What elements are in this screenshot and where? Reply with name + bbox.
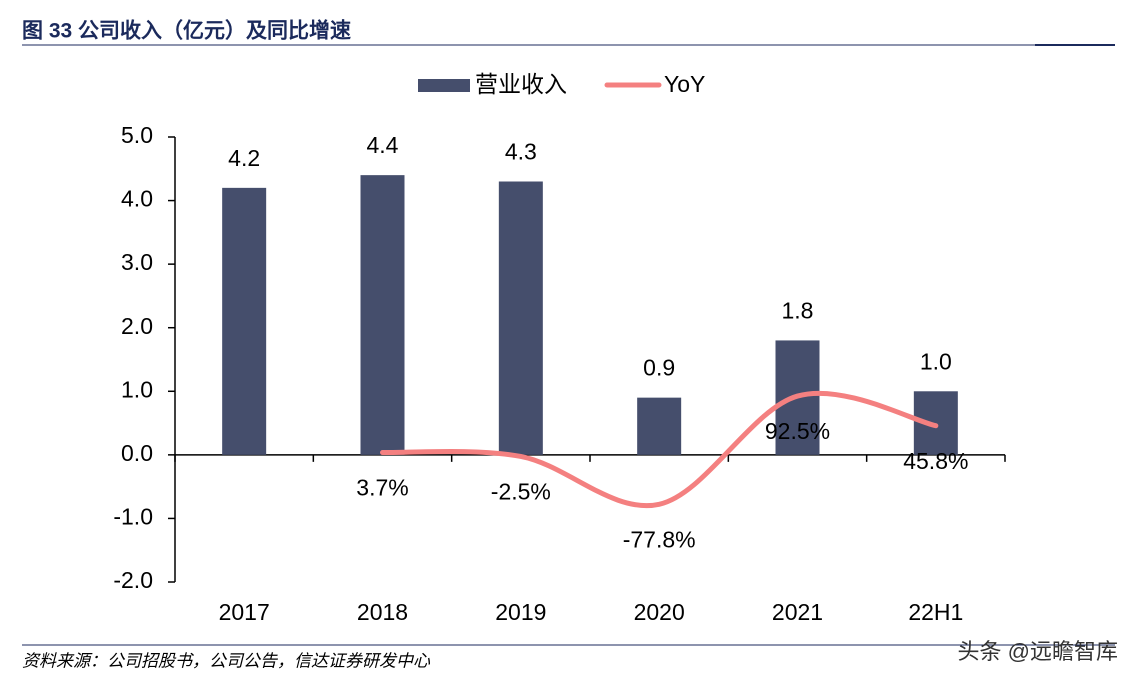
line-value-label: 45.8% [903, 448, 968, 474]
y-tick-label: -1.0 [113, 504, 153, 530]
bar [360, 175, 405, 455]
y-tick-label: 5.0 [121, 122, 153, 148]
x-tick-label: 2018 [357, 599, 408, 625]
watermark: 头条 @远瞻智库 [958, 639, 1118, 664]
legend-label: 营业收入 [475, 71, 567, 97]
line-value-label: 92.5% [765, 418, 830, 444]
bar-value-label: 1.0 [920, 348, 952, 374]
y-tick-label: 2.0 [121, 313, 153, 339]
bar-value-label: 0.9 [643, 355, 675, 381]
line-value-label: -77.8% [623, 526, 696, 552]
legend-label: YoY [664, 71, 705, 97]
y-tick-label: 0.0 [121, 440, 153, 466]
line-value-label: -2.5% [491, 479, 551, 505]
line-value-label: 3.7% [356, 475, 408, 501]
bar [222, 187, 267, 455]
bar [637, 397, 682, 455]
y-tick-label: -2.0 [113, 567, 153, 593]
x-tick-label: 22H1 [908, 599, 963, 625]
bar-value-label: 1.8 [782, 298, 814, 324]
x-tick-label: 2021 [772, 599, 823, 625]
bar [498, 181, 543, 455]
y-tick-label: 3.0 [121, 249, 153, 275]
bar-value-label: 4.2 [228, 145, 260, 171]
chart-title: 图 33 公司收入（亿元）及同比增速 [22, 19, 351, 43]
x-tick-label: 2019 [495, 599, 546, 625]
x-tick-label: 2017 [219, 599, 270, 625]
x-tick-label: 2020 [634, 599, 685, 625]
y-tick-label: 4.0 [121, 186, 153, 212]
legend-swatch [418, 79, 470, 92]
y-tick-label: 1.0 [121, 376, 153, 402]
yoy-line [380, 390, 939, 509]
bar-value-label: 4.3 [505, 139, 537, 165]
bar-value-label: 4.4 [367, 132, 399, 158]
source: 资料来源：公司招股书，公司公告，信达证券研发中心 [22, 651, 431, 670]
